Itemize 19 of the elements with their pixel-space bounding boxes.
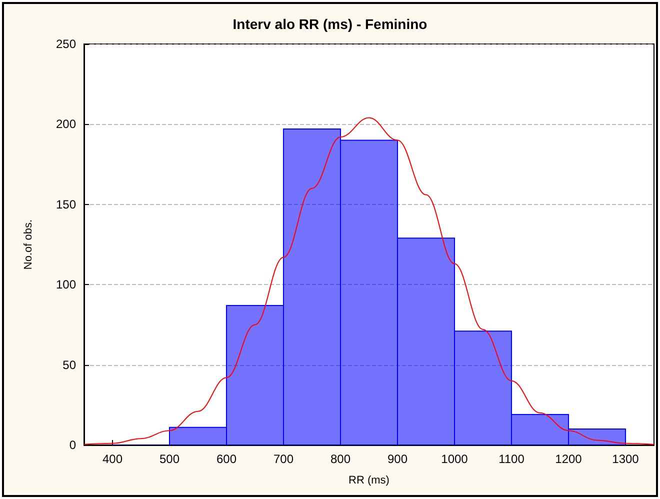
x-tick-label: 800 xyxy=(330,452,351,466)
x-axis-title: RR (ms) xyxy=(348,474,390,486)
x-tick-label: 1200 xyxy=(555,452,582,466)
y-tick-label: 0 xyxy=(69,438,76,452)
x-tick-label: 700 xyxy=(273,452,294,466)
x-tick-label: 500 xyxy=(159,452,180,466)
y-axis-title: No.of obs. xyxy=(22,219,34,270)
y-tick-label: 250 xyxy=(56,37,76,51)
chart-title: Interv alo RR (ms) - Feminino xyxy=(232,16,428,32)
x-tick-label: 1100 xyxy=(498,452,525,466)
x-tick-label: 900 xyxy=(387,452,408,466)
y-tick-label: 150 xyxy=(56,197,76,212)
y-tick-label: 50 xyxy=(62,358,76,372)
x-tick-label: 1300 xyxy=(612,452,640,466)
y-tick-label: 200 xyxy=(56,117,76,132)
x-tick-label: 1000 xyxy=(441,452,468,466)
x-tick-label: 600 xyxy=(216,452,237,466)
y-tick-label: 100 xyxy=(56,278,76,292)
x-tick-label: 400 xyxy=(102,452,123,466)
